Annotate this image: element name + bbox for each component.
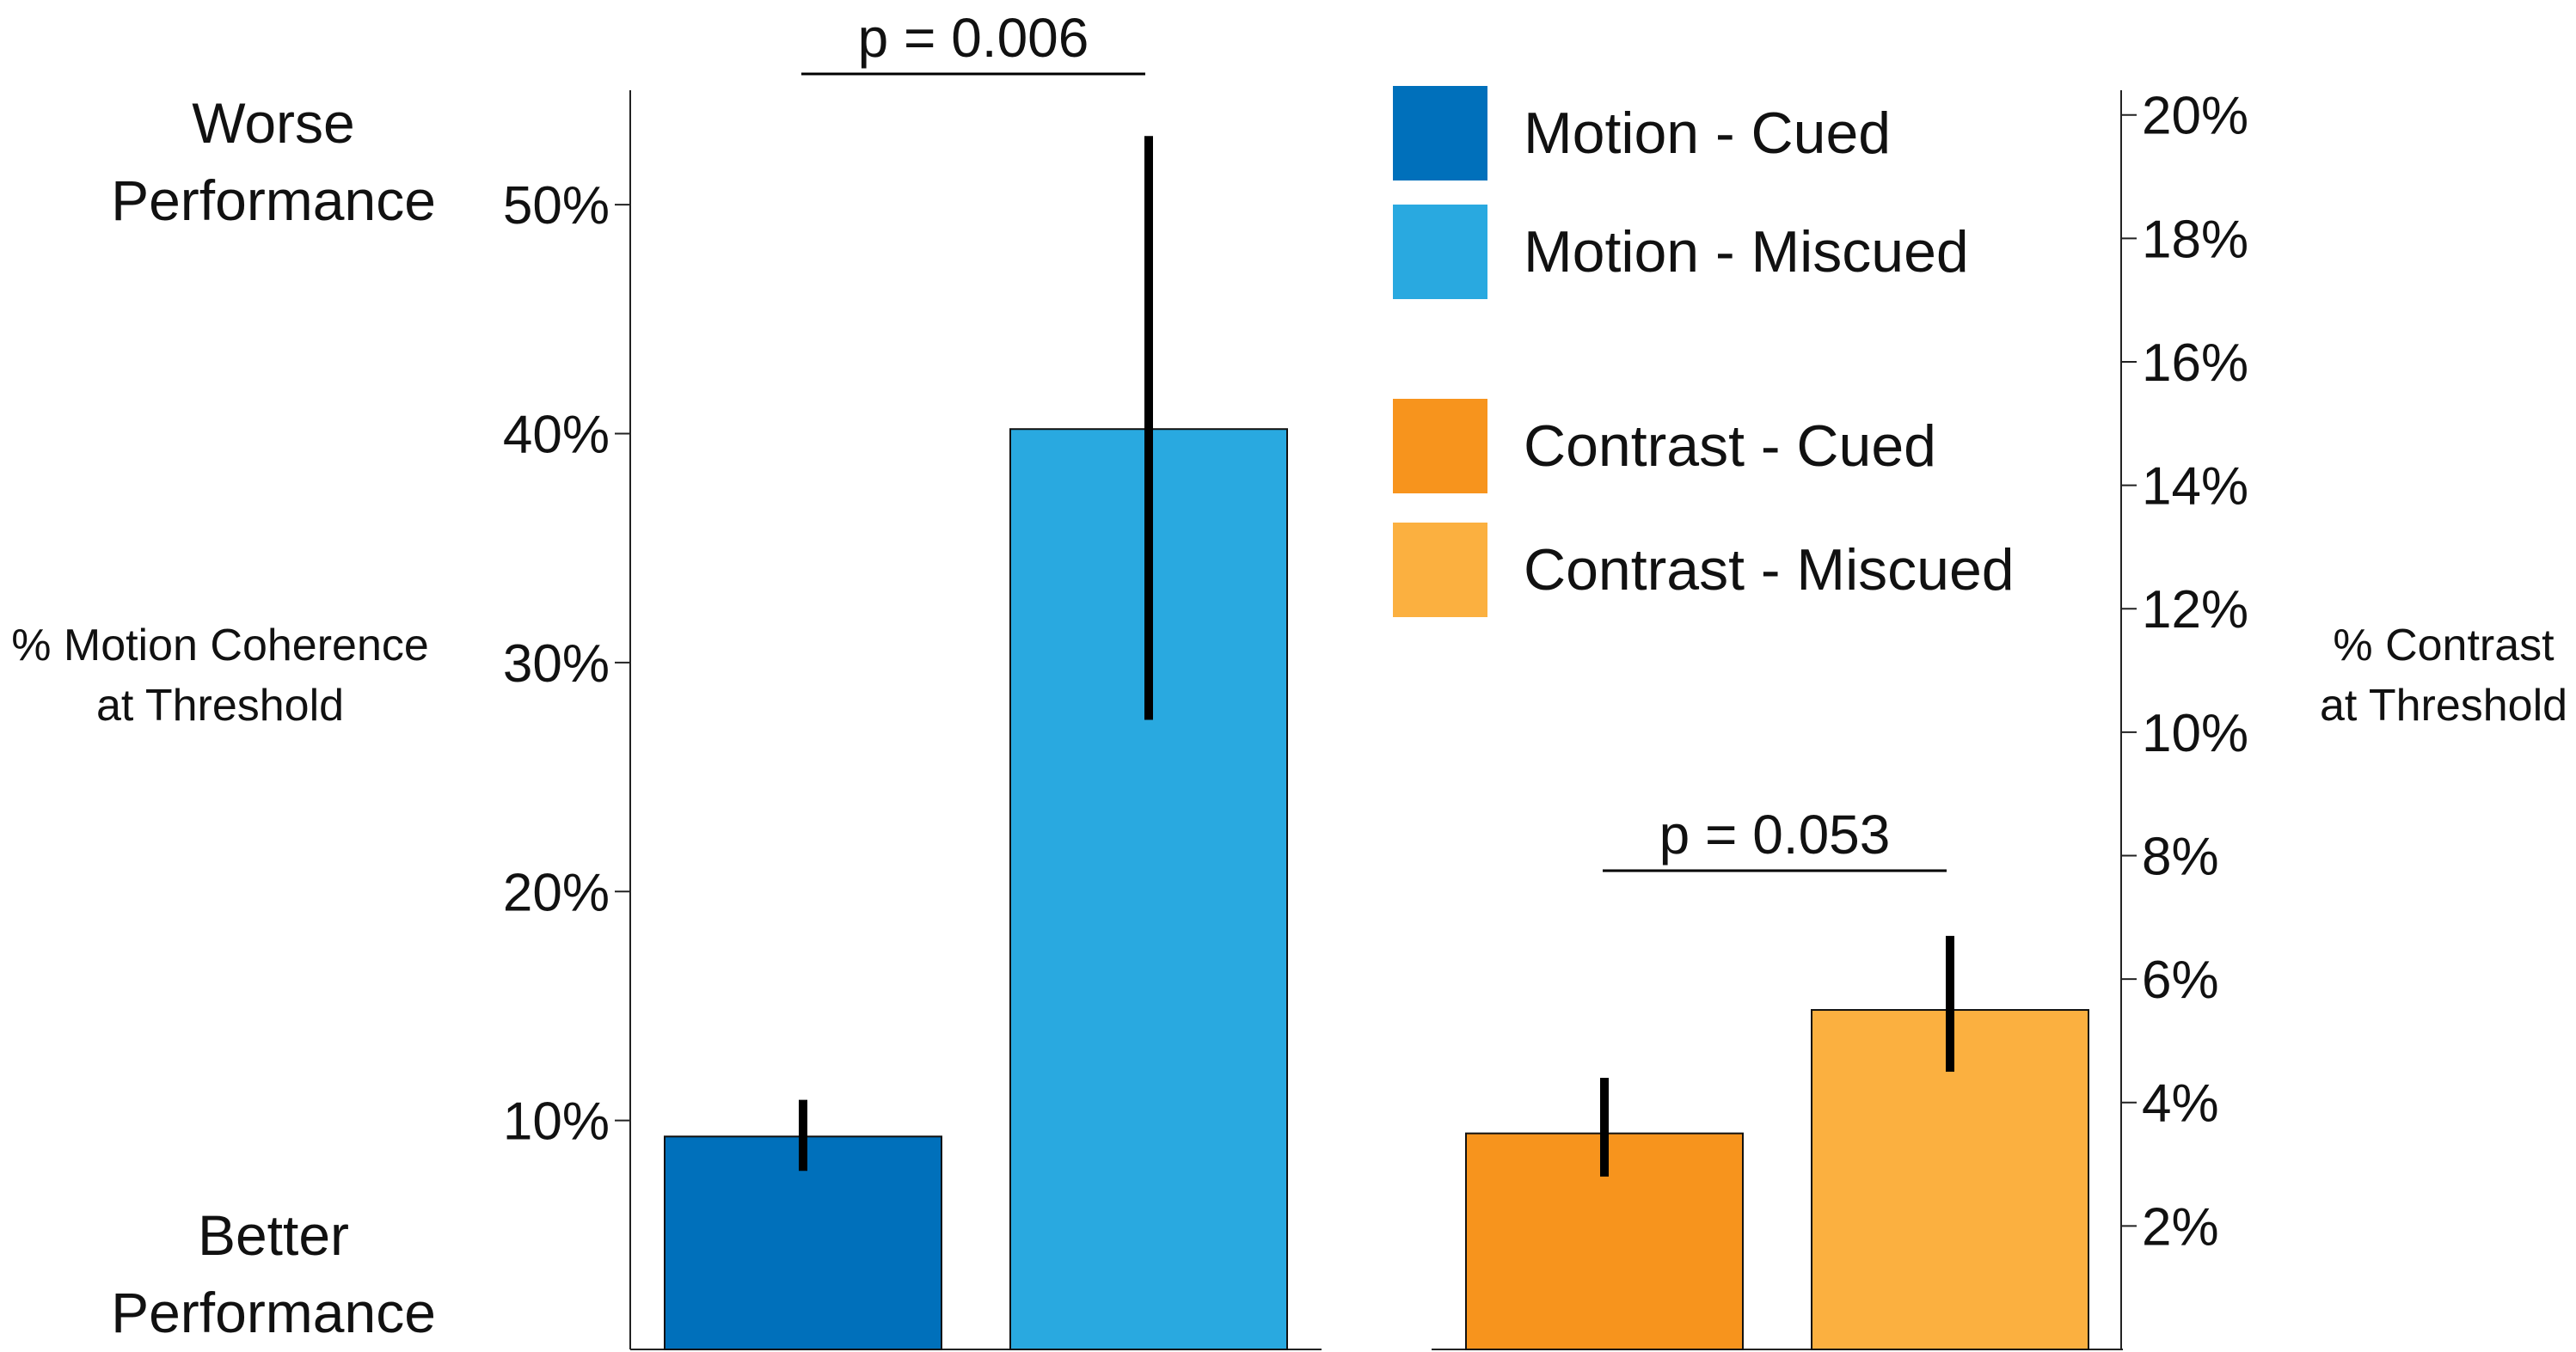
legend-label-contrast-miscued: Contrast - Miscued [1524,537,2015,603]
motion-y-tick-label: 40% [503,406,610,465]
left-axis-title-line1: % Motion Coherence [11,621,429,670]
motion-y-tick-label: 10% [503,1092,610,1152]
contrast-y-tick-label: 18% [2142,210,2248,269]
contrast-p-value-label: p = 0.053 [1659,804,1891,866]
contrast-y-tick-label: 6% [2142,951,2219,1010]
contrast-y-tick-label: 2% [2142,1197,2219,1257]
contrast-panel: 2% 4% 6% 8% 10% 12% 14% 16% 18% 20% p = 0.053 [1432,87,2248,1351]
legend-swatch-motion-cued [1393,86,1487,180]
better-performance-label-line1: Better [198,1203,349,1267]
contrast-y-tick-label: 14% [2142,457,2248,517]
worse-performance-label-line1: Worse [192,91,355,155]
motion-y-tick-label: 30% [503,634,610,694]
legend-label-contrast-cued: Contrast - Cued [1524,413,1936,479]
motion-p-value-label: p = 0.006 [858,7,1089,69]
motion-y-tick-label: 20% [503,863,610,922]
legend-swatch-motion-miscued [1393,205,1487,299]
contrast-y-tick-label: 8% [2142,827,2219,886]
contrast-y-tick-label: 20% [2142,87,2248,146]
legend-label-motion-miscued: Motion - Miscued [1524,219,1969,284]
legend: Motion - Cued Motion - Miscued Contrast - … [1393,86,2015,617]
legend-swatch-contrast-cued [1393,399,1487,493]
contrast-y-tick-label: 10% [2142,704,2248,763]
motion-panel: 10% 20% 30% 40% 50% p = 0.006 [503,7,1322,1351]
bar-motion-cued [664,1135,942,1351]
right-axis-title-line1: % Contrast [2333,621,2555,670]
legend-swatch-contrast-miscued [1393,523,1487,617]
left-axis-title-line2: at Threshold [96,681,344,731]
better-performance-label-line2: Performance [111,1281,436,1344]
contrast-y-tick-label: 4% [2142,1074,2219,1134]
legend-label-motion-cued: Motion - Cued [1524,101,1891,166]
contrast-y-tick-label: 16% [2142,333,2248,393]
right-axis-title-line2: at Threshold [2320,681,2567,731]
contrast-y-tick-label: 12% [2142,580,2248,639]
motion-y-tick-label: 50% [503,176,610,236]
worse-performance-label-line2: Performance [111,168,436,232]
